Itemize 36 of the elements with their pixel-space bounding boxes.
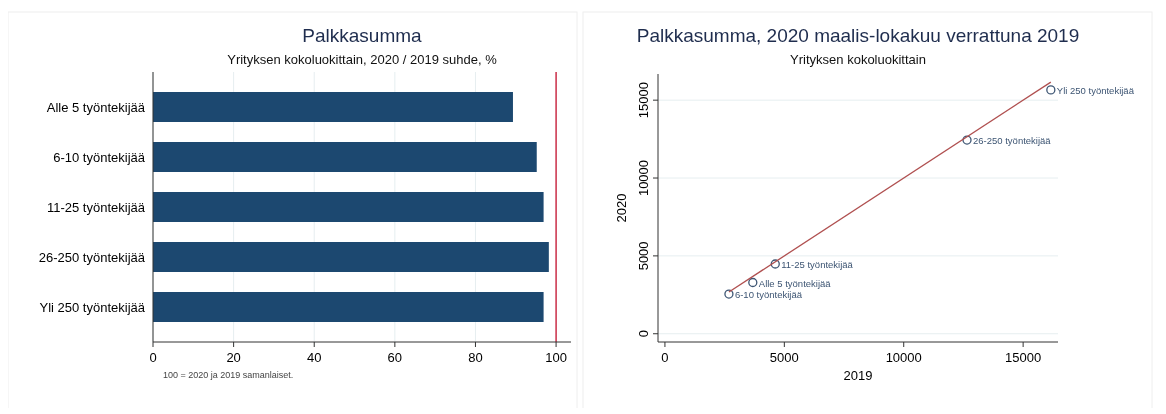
x-tick-label: 40 bbox=[307, 350, 322, 365]
x-tick-label: 80 bbox=[468, 350, 483, 365]
x-tick-label: 20 bbox=[226, 350, 241, 365]
point bbox=[724, 289, 734, 299]
point bbox=[1046, 85, 1056, 95]
y-tick-label: 6-10 työntekijää bbox=[53, 150, 146, 165]
x-tick-label: 5000 bbox=[769, 350, 799, 365]
x-tick-label: 0 bbox=[149, 350, 157, 365]
y-tick-label: Alle 5 työntekijää bbox=[46, 100, 146, 115]
annotation: Yli 250 työntekijää bbox=[1056, 84, 1135, 96]
y-tick-label: 10000 bbox=[636, 159, 651, 197]
x-tick-label: 10000 bbox=[885, 350, 922, 365]
text: 100 = 2020 ja 2019 samanlaiset. bbox=[163, 370, 294, 380]
y-tick-label: 15000 bbox=[636, 82, 651, 119]
y-tick-label: 11-25 työntekijää bbox=[46, 200, 146, 215]
annotation: 26-250 työntekijää bbox=[973, 135, 1052, 147]
y-axis-title: 2020 bbox=[614, 193, 629, 223]
x-tick-label: 100 bbox=[545, 350, 567, 365]
x-tick-label: 15000 bbox=[1005, 350, 1042, 365]
x-tick-label: 60 bbox=[387, 350, 403, 365]
y-tick-label: Yli 250 työntekijää bbox=[39, 300, 146, 315]
y-tick-label: 26-250 työntekijää bbox=[38, 250, 146, 265]
chart-subtitle: Yrityksen kokoluokittain bbox=[790, 52, 926, 67]
annotation: 11-25 työntekijää bbox=[781, 258, 854, 270]
chart-title: Palkkasumma, 2020 maalis-lokakuu verrattuna 2019 bbox=[636, 25, 1080, 46]
y-tick-label: 0 bbox=[636, 330, 651, 338]
point bbox=[962, 135, 972, 145]
chart-title: Palkkasumma bbox=[302, 25, 423, 46]
annotation: Alle 5 työntekijää bbox=[758, 277, 832, 289]
x-tick-label: 0 bbox=[661, 350, 669, 365]
point bbox=[748, 277, 758, 288]
chart-subtitle: Yrityksen kokoluokittain, 2020 / 2019 suhde, % bbox=[227, 52, 498, 67]
y-tick-label: 5000 bbox=[636, 241, 651, 271]
x-axis-title: 2019 bbox=[843, 368, 873, 383]
point bbox=[770, 259, 780, 269]
annotation: 6-10 työntekijää bbox=[734, 289, 803, 301]
